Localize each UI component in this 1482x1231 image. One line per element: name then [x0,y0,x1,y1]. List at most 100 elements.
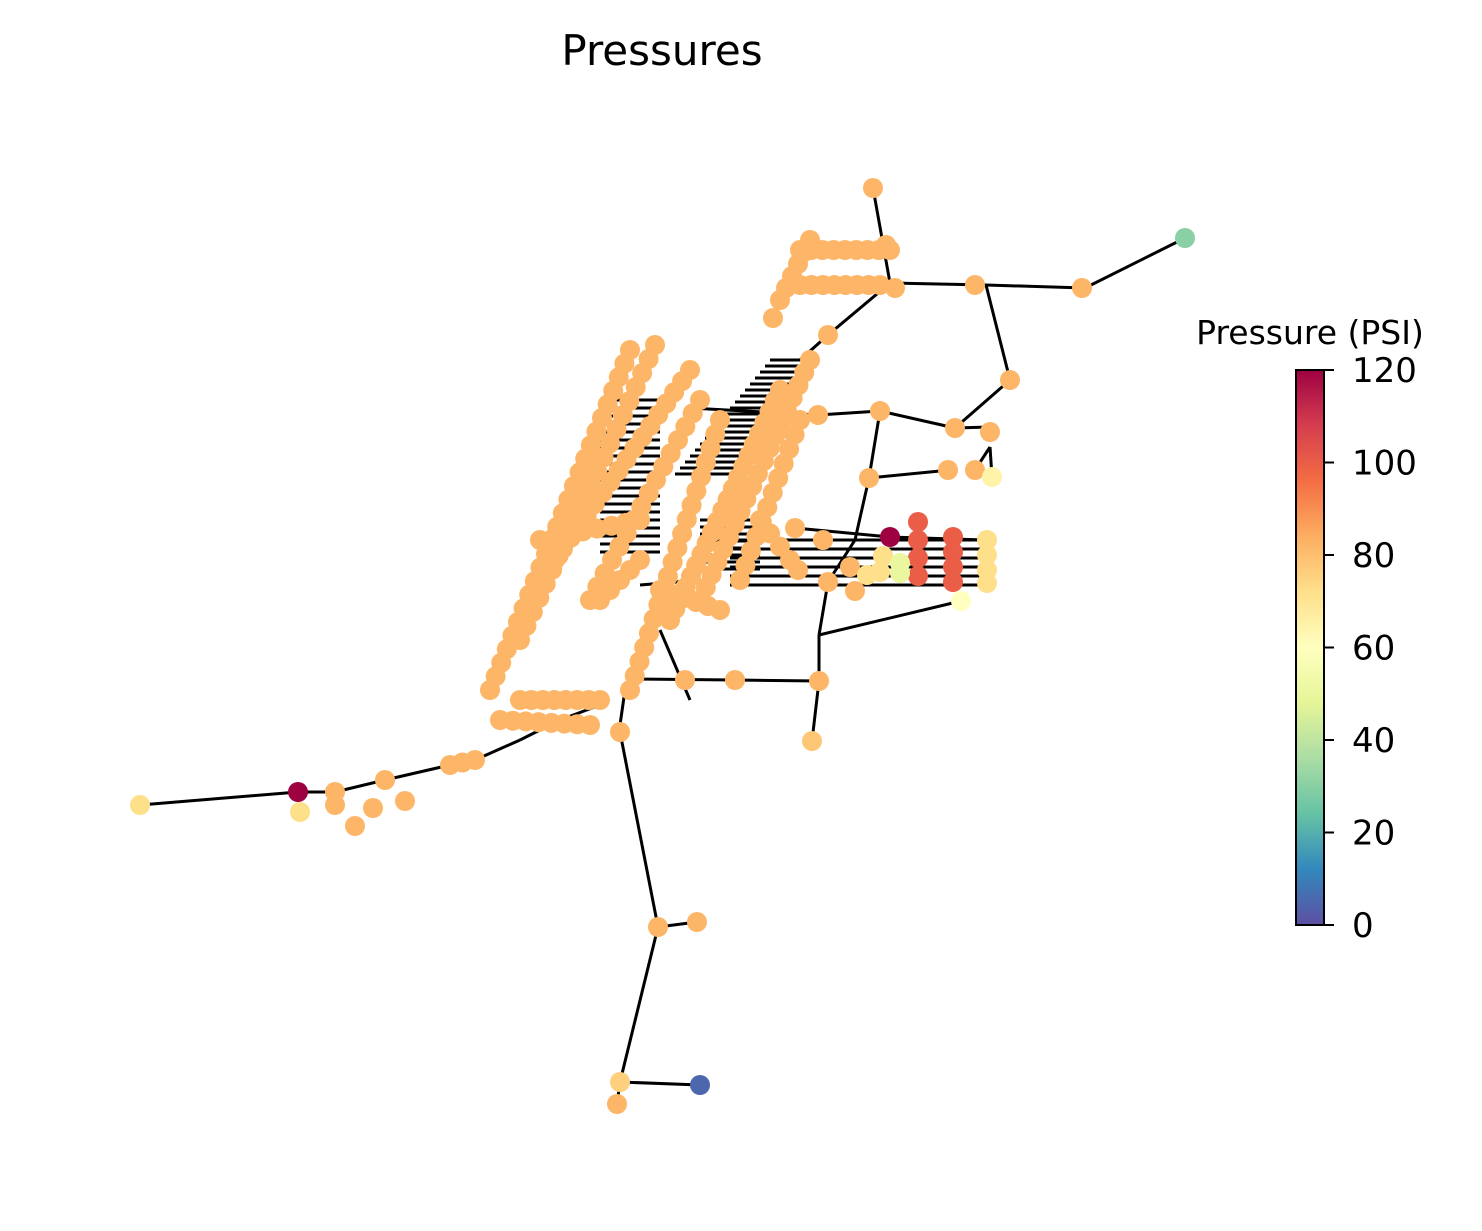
pipe-edge [794,526,891,539]
junction-node [870,401,890,421]
junction-node [790,410,810,430]
junction-node [965,460,985,480]
colorbar-tick-label: 100 [1352,444,1417,484]
junction-node [908,530,928,550]
junction-node [800,350,820,370]
junction-node [680,360,700,380]
junction-node [130,795,150,815]
junction-node [809,671,829,691]
pipe-edge [954,378,1011,430]
pipe-edge [879,409,956,430]
junction-node [863,178,883,198]
junction-node [818,572,838,592]
junction-node [908,548,928,568]
junction-node [982,467,1002,487]
pipe-edge [618,926,660,1083]
pipe-edge [734,678,820,683]
junction-node [870,562,890,582]
junction-node [325,795,345,815]
junction-node [465,750,485,770]
junction-node [645,335,665,355]
pipe-edge [384,763,451,782]
junction-node [977,573,997,593]
junction-node [1175,228,1195,248]
junction-node [363,798,383,818]
junction-node [818,325,838,345]
junction-node [710,600,730,620]
junction-node [845,581,865,601]
junction-node [288,782,308,802]
junction-node [345,816,365,836]
colorbar-tick-label: 120 [1352,351,1417,391]
junction-node [802,731,822,751]
junction-node [630,510,650,530]
junction-node [840,557,860,577]
junction-node [788,560,808,580]
colorbar-gradient [1295,369,1325,926]
junction-node [785,518,805,538]
junction-node [687,912,707,932]
junction-node [870,275,890,295]
junction-node [725,670,745,690]
junction-node [610,1072,630,1092]
junction-node [630,550,650,570]
junction-node [690,1075,710,1095]
junction-node [908,512,928,532]
junction-node [908,566,928,586]
junction-node [977,545,997,565]
junction-node [290,802,310,822]
junction-node [890,563,910,583]
junction-node [813,530,833,550]
pressure-colorbar: 0 20 40 60 80 100 120 [1295,351,1417,946]
junction-node [1072,278,1092,298]
junction-node [580,715,600,735]
junction-node [880,527,900,547]
colorbar-ticks: 0 20 40 60 80 100 120 [1324,351,1417,946]
junction-node [938,460,958,480]
colorbar-tick-label: 80 [1352,536,1395,576]
figure-title: Pressures [561,26,763,75]
colorbar-tick-label: 0 [1352,906,1374,946]
pipe-edge [139,790,299,807]
junction-node [943,572,963,592]
junction-node [951,591,971,611]
junction-node [873,546,893,566]
junction-node [876,235,896,255]
junction-node [607,1094,627,1114]
junction-node [943,542,963,562]
junction-node [590,690,610,710]
pipe-edge [853,477,871,541]
pipe-edge [1084,236,1186,290]
pipe-edge [817,409,881,417]
pipe-edge [618,731,660,928]
junction-node [1000,370,1020,390]
junction-node [943,527,963,547]
junction-node [859,468,879,488]
junction-node [885,278,905,298]
pipe-edge [818,599,962,637]
pipe-edge [810,680,821,742]
junction-node [375,770,395,790]
junction-node [690,390,710,410]
pipe-edge [871,187,892,284]
colorbar-tick-label: 20 [1352,814,1395,854]
junction-node [977,530,997,550]
junction-node [710,410,730,430]
pipe-edge [619,1080,701,1087]
junction-node [763,308,783,328]
pipe-edge [868,468,951,480]
junction-node [620,340,640,360]
junction-node [943,557,963,577]
junction-node [675,670,695,690]
colorbar-label: Pressure (PSI) [1196,313,1424,352]
junction-node [395,791,415,811]
junction-node [980,422,1000,442]
pipe-edges [139,187,1186,1105]
pipe-edge [984,284,1012,381]
junction-node [965,275,985,295]
pipe-edge [867,410,882,479]
colorbar-tick-label: 40 [1352,721,1395,761]
junction-node [808,405,828,425]
